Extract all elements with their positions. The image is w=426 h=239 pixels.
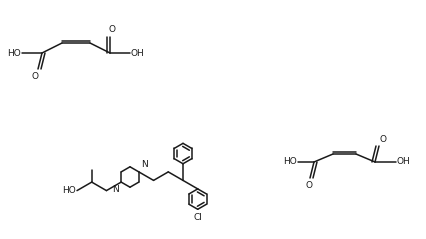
Text: HO: HO — [7, 49, 21, 58]
Text: OH: OH — [396, 158, 410, 167]
Text: Cl: Cl — [193, 213, 201, 222]
Text: O: O — [379, 135, 386, 144]
Text: HO: HO — [282, 158, 296, 167]
Text: O: O — [108, 25, 115, 34]
Text: HO: HO — [62, 186, 76, 195]
Text: N: N — [141, 160, 147, 169]
Text: O: O — [305, 181, 312, 190]
Text: O: O — [32, 72, 38, 81]
Text: OH: OH — [131, 49, 144, 58]
Text: N: N — [112, 185, 119, 194]
